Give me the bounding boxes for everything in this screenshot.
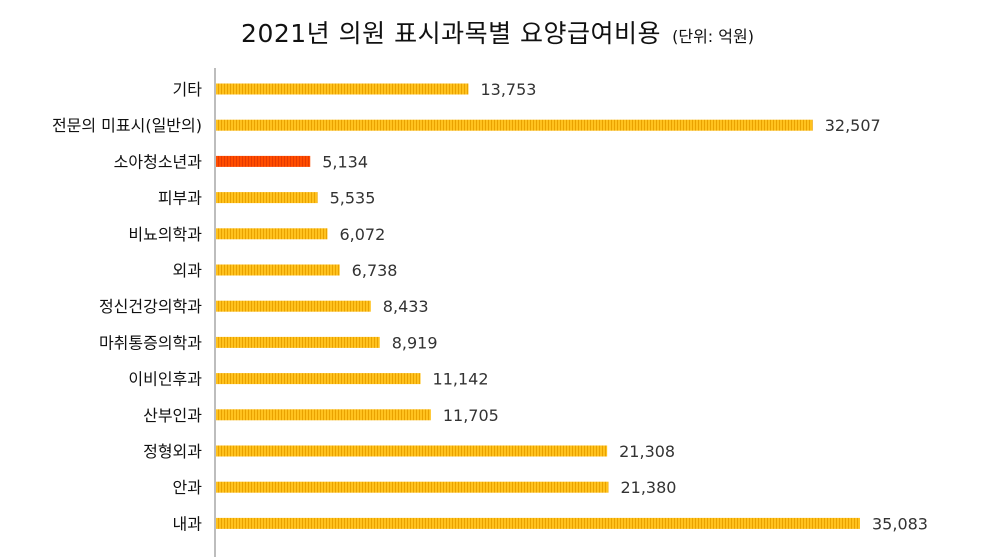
category-label: 전문의 미표시(일반의) [52,116,202,135]
value-label: 6,072 [339,225,385,244]
bar [216,517,860,529]
value-label: 6,738 [352,261,398,280]
category-label: 비뇨의학과 [128,225,202,244]
value-label: 8,919 [392,333,438,352]
chart-unit: (단위: 억원) [672,27,754,46]
value-label: 5,134 [322,152,368,171]
category-label: 마취통증의학과 [99,333,202,352]
category-label: 이비인후과 [128,370,202,389]
bar [216,409,431,421]
value-label: 5,535 [330,189,376,208]
value-label: 11,142 [433,370,489,389]
bar-highlighted [216,155,311,167]
category-label: 안과 [173,478,203,497]
chart-title: 2021년 의원 표시과목별 요양급여비용 [241,19,662,48]
bar [216,481,609,493]
value-label: 11,705 [443,406,499,425]
bar [216,373,421,385]
value-label: 21,308 [619,442,675,461]
value-label: 35,083 [872,514,928,533]
category-label: 산부인과 [143,406,202,425]
bar [216,228,328,240]
bars-layer: 기타 13,753 전문의 미표시(일반의) 32,507 소아청소년과 5,134 피부과… [52,80,928,533]
category-label: 내과 [173,514,203,533]
bar [216,83,469,95]
category-label: 피부과 [158,189,202,208]
bar [216,336,380,348]
bar [216,445,608,457]
value-label: 21,380 [620,478,676,497]
bar [216,264,340,276]
category-label: 외과 [173,261,203,280]
category-label: 정신건강의학과 [99,297,202,316]
value-label: 8,433 [383,297,429,316]
bar [216,192,318,204]
chart-title-block: 2021년 의원 표시과목별 요양급여비용 (단위: 억원) [0,14,995,50]
value-label: 32,507 [825,116,881,135]
category-label: 정형외과 [143,442,202,461]
bar [216,300,371,312]
bar [216,119,813,131]
category-label: 소아청소년과 [114,152,203,171]
value-label: 13,753 [480,80,536,99]
category-label: 기타 [173,80,203,99]
